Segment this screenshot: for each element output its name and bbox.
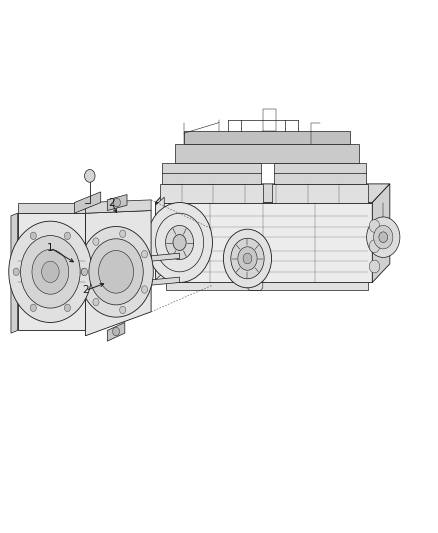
Circle shape	[374, 225, 393, 249]
Circle shape	[81, 268, 87, 276]
Circle shape	[238, 247, 257, 270]
Circle shape	[379, 232, 388, 243]
Circle shape	[369, 240, 380, 253]
Circle shape	[120, 306, 126, 313]
Circle shape	[367, 217, 400, 257]
Circle shape	[79, 227, 153, 317]
Circle shape	[13, 268, 19, 276]
Circle shape	[99, 251, 134, 293]
Polygon shape	[274, 163, 366, 184]
Circle shape	[223, 229, 272, 288]
Circle shape	[21, 236, 80, 308]
Polygon shape	[151, 277, 180, 285]
Polygon shape	[11, 213, 18, 333]
Polygon shape	[151, 253, 180, 261]
Polygon shape	[18, 213, 85, 330]
Circle shape	[166, 225, 194, 260]
Polygon shape	[107, 195, 127, 211]
Text: 2: 2	[82, 286, 89, 295]
Circle shape	[369, 220, 380, 232]
Circle shape	[42, 261, 59, 282]
Polygon shape	[175, 144, 359, 163]
Circle shape	[64, 304, 71, 312]
Polygon shape	[155, 197, 164, 280]
Circle shape	[113, 198, 120, 207]
Polygon shape	[85, 211, 151, 336]
Polygon shape	[155, 184, 173, 282]
Polygon shape	[162, 163, 261, 184]
Circle shape	[85, 169, 95, 182]
Circle shape	[120, 230, 126, 238]
Polygon shape	[85, 200, 151, 213]
Polygon shape	[372, 184, 390, 282]
Polygon shape	[184, 131, 350, 144]
Circle shape	[32, 249, 69, 294]
Circle shape	[231, 238, 264, 279]
Polygon shape	[166, 282, 368, 290]
Polygon shape	[160, 184, 263, 203]
Polygon shape	[155, 203, 372, 282]
Circle shape	[93, 298, 99, 306]
Circle shape	[64, 232, 71, 239]
Polygon shape	[155, 184, 390, 203]
Circle shape	[141, 286, 148, 293]
Polygon shape	[272, 184, 368, 203]
Polygon shape	[74, 192, 101, 213]
Circle shape	[81, 268, 88, 276]
Text: 2: 2	[108, 198, 115, 207]
Circle shape	[243, 253, 252, 264]
Polygon shape	[107, 322, 125, 341]
Circle shape	[147, 203, 212, 282]
Circle shape	[93, 238, 99, 245]
Circle shape	[369, 260, 380, 273]
Circle shape	[113, 327, 120, 336]
Circle shape	[141, 251, 148, 258]
Circle shape	[9, 221, 92, 322]
Circle shape	[173, 235, 186, 251]
Circle shape	[89, 239, 143, 305]
Circle shape	[30, 304, 36, 312]
Circle shape	[30, 232, 36, 239]
Text: 1: 1	[47, 243, 54, 253]
Polygon shape	[18, 203, 85, 213]
